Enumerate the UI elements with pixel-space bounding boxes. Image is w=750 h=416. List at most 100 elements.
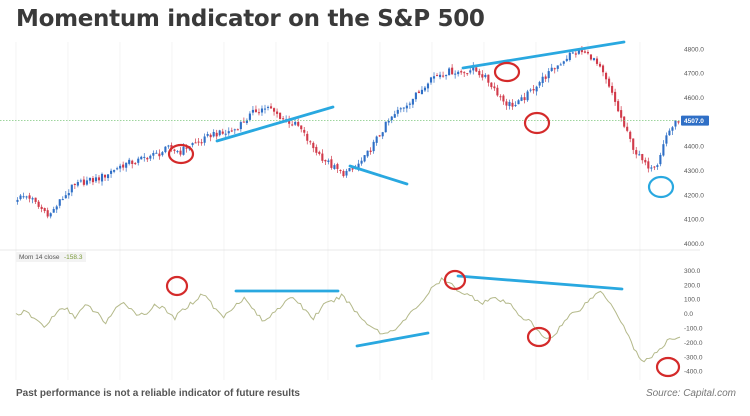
candle-up	[469, 67, 472, 75]
candle-up	[67, 189, 70, 199]
candle-body	[236, 129, 239, 131]
candle-body	[598, 63, 602, 67]
candle-up	[88, 177, 92, 184]
candle-body	[119, 165, 122, 169]
candle-body	[502, 95, 505, 102]
candle-body	[327, 160, 330, 162]
candle-body	[478, 70, 481, 76]
candle-down	[146, 156, 149, 163]
candle-body	[197, 141, 200, 143]
candle-up	[218, 129, 221, 137]
candle-up	[375, 135, 378, 146]
candle-body	[372, 141, 375, 152]
candle-body	[248, 113, 251, 120]
candle-down	[511, 99, 514, 110]
candle-down	[37, 199, 40, 209]
candle-body	[402, 107, 405, 109]
annotations	[165, 40, 681, 378]
candle-body	[577, 50, 580, 54]
candle-body	[641, 154, 644, 161]
candle-body	[632, 138, 635, 150]
candle-body	[303, 129, 306, 133]
candle-down	[641, 153, 644, 164]
candle-body	[64, 195, 67, 199]
candle-down	[197, 138, 200, 146]
candle-body	[194, 142, 197, 144]
candle-body	[617, 101, 620, 112]
page-title: Momentum indicator on the S&P 500	[16, 6, 485, 32]
candle-up	[113, 169, 116, 174]
candle-down	[629, 130, 632, 143]
candle-up	[64, 191, 67, 199]
candle-body	[233, 129, 236, 131]
momentum-line	[15, 277, 681, 363]
candle-down	[487, 74, 490, 87]
candle-body	[161, 152, 164, 156]
candle-down	[632, 138, 635, 154]
trend-line-price-falling	[348, 164, 409, 186]
chart-area: 4800.04700.04600.04500.04400.04300.04200…	[0, 36, 750, 380]
candle-body	[43, 208, 46, 212]
candle-body	[496, 87, 499, 96]
candle-body	[122, 164, 125, 168]
candle-up	[176, 150, 179, 154]
price-tick-label: 4700.0	[684, 71, 704, 78]
candle-down	[336, 162, 339, 173]
candle-up	[414, 92, 417, 102]
candle-body	[556, 65, 559, 69]
candle-down	[378, 134, 381, 137]
candle-up	[568, 50, 571, 62]
candle-up	[366, 150, 369, 158]
candle-up	[106, 174, 110, 181]
candle-body	[137, 158, 140, 163]
candle-up	[76, 179, 79, 188]
candle-body	[623, 116, 626, 127]
candle-body	[677, 121, 680, 123]
candle-body	[266, 106, 270, 108]
candle-down	[194, 138, 197, 144]
candle-down	[179, 147, 182, 157]
candle-body	[595, 58, 599, 64]
candle-down	[276, 108, 279, 118]
candle-body	[206, 134, 209, 136]
candle-up	[550, 63, 553, 72]
candle-body	[647, 161, 650, 169]
candle-down	[532, 85, 535, 94]
candle-body	[318, 151, 321, 155]
candle-up	[227, 127, 230, 136]
candle-body	[146, 157, 149, 160]
candle-down	[269, 103, 273, 109]
candle-body	[76, 182, 79, 186]
price-tick-label: 4800.0	[684, 46, 704, 53]
candle-body	[276, 111, 279, 114]
candle-body	[417, 91, 420, 94]
candle-up	[348, 168, 351, 172]
candle-body	[218, 130, 221, 136]
candle-body	[448, 68, 451, 76]
current-price-tag-label: 4507.0	[684, 118, 704, 125]
candle-down	[40, 204, 43, 213]
candle-body	[381, 132, 384, 137]
candle-down	[481, 70, 484, 81]
candle-body	[426, 83, 430, 89]
candle-down	[82, 176, 85, 187]
candle-up	[668, 128, 671, 136]
candle-down	[330, 155, 333, 170]
candle-body	[182, 146, 185, 155]
candle-up	[592, 57, 596, 62]
candle-body	[526, 91, 529, 101]
candle-down	[369, 147, 372, 155]
candle-down	[595, 56, 599, 66]
candle-down	[300, 125, 303, 133]
candle-up	[125, 162, 128, 172]
candle-body	[547, 71, 550, 79]
candle-down	[297, 118, 300, 128]
candle-body	[224, 133, 227, 135]
candle-body	[128, 159, 131, 164]
candle-up	[203, 133, 206, 146]
candle-body	[517, 100, 520, 105]
candle-body	[40, 206, 43, 210]
candle-up	[191, 142, 194, 148]
candle-up	[393, 110, 396, 118]
candle-up	[233, 128, 236, 135]
